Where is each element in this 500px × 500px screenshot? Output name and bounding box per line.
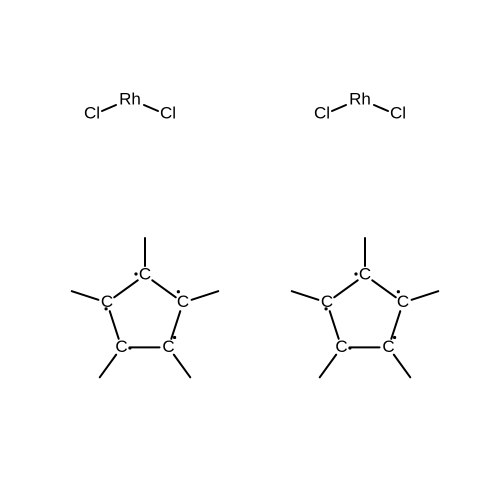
ring-bond <box>171 311 180 339</box>
methyl-bond <box>292 291 319 300</box>
ring-bond <box>372 280 395 297</box>
cl-atom-label: Cl <box>84 103 100 122</box>
radical-dot <box>348 346 351 349</box>
cl-atom-label: Cl <box>390 103 406 122</box>
rh-cl-bond <box>374 105 388 111</box>
methyl-bond <box>72 291 99 300</box>
methyl-bond <box>320 355 336 378</box>
radical-dot <box>104 307 107 310</box>
rh-cl-bond <box>102 105 116 111</box>
radical-dot <box>324 307 327 310</box>
methyl-bond <box>192 291 219 300</box>
ring-bond <box>330 311 339 339</box>
radical-dot <box>354 272 357 275</box>
rh-atom-label: Rh <box>349 89 371 108</box>
c-atom-label: C <box>335 337 347 356</box>
radical-dot <box>128 346 131 349</box>
radical-dot <box>177 290 180 293</box>
methyl-bond <box>412 291 439 300</box>
rh-cl-bond <box>332 105 346 111</box>
ring-bond <box>391 311 400 339</box>
cl-atom-label: Cl <box>314 103 330 122</box>
methyl-bond <box>394 355 410 378</box>
radical-dot <box>173 336 176 339</box>
cl-atom-label: Cl <box>160 103 176 122</box>
radical-dot <box>393 336 396 339</box>
methyl-bond <box>174 355 190 378</box>
radical-dot <box>397 290 400 293</box>
ring-bond <box>114 280 137 297</box>
methyl-bond <box>100 355 116 378</box>
c-atom-label: C <box>382 337 394 356</box>
rh-left: Rh Cl Cl <box>84 89 176 122</box>
ring-bond <box>110 311 119 339</box>
rh-atom-label: Rh <box>119 89 141 108</box>
c-atom-label: C <box>139 264 151 283</box>
chemical-structure-canvas: RhClClRhClClCCCCCCCCCC <box>0 0 500 500</box>
cp-right: CCCCC <box>292 238 438 377</box>
c-atom-label: C <box>115 337 127 356</box>
radical-dot <box>134 272 137 275</box>
c-atom-label: C <box>177 292 189 311</box>
ring-bond <box>152 280 175 297</box>
rh-right: Rh Cl Cl <box>314 89 406 122</box>
c-atom-label: C <box>359 264 371 283</box>
cp-left: CCCCC <box>72 238 218 377</box>
ring-bond <box>334 280 357 297</box>
rh-cl-bond <box>144 105 158 111</box>
c-atom-label: C <box>397 292 409 311</box>
c-atom-label: C <box>162 337 174 356</box>
